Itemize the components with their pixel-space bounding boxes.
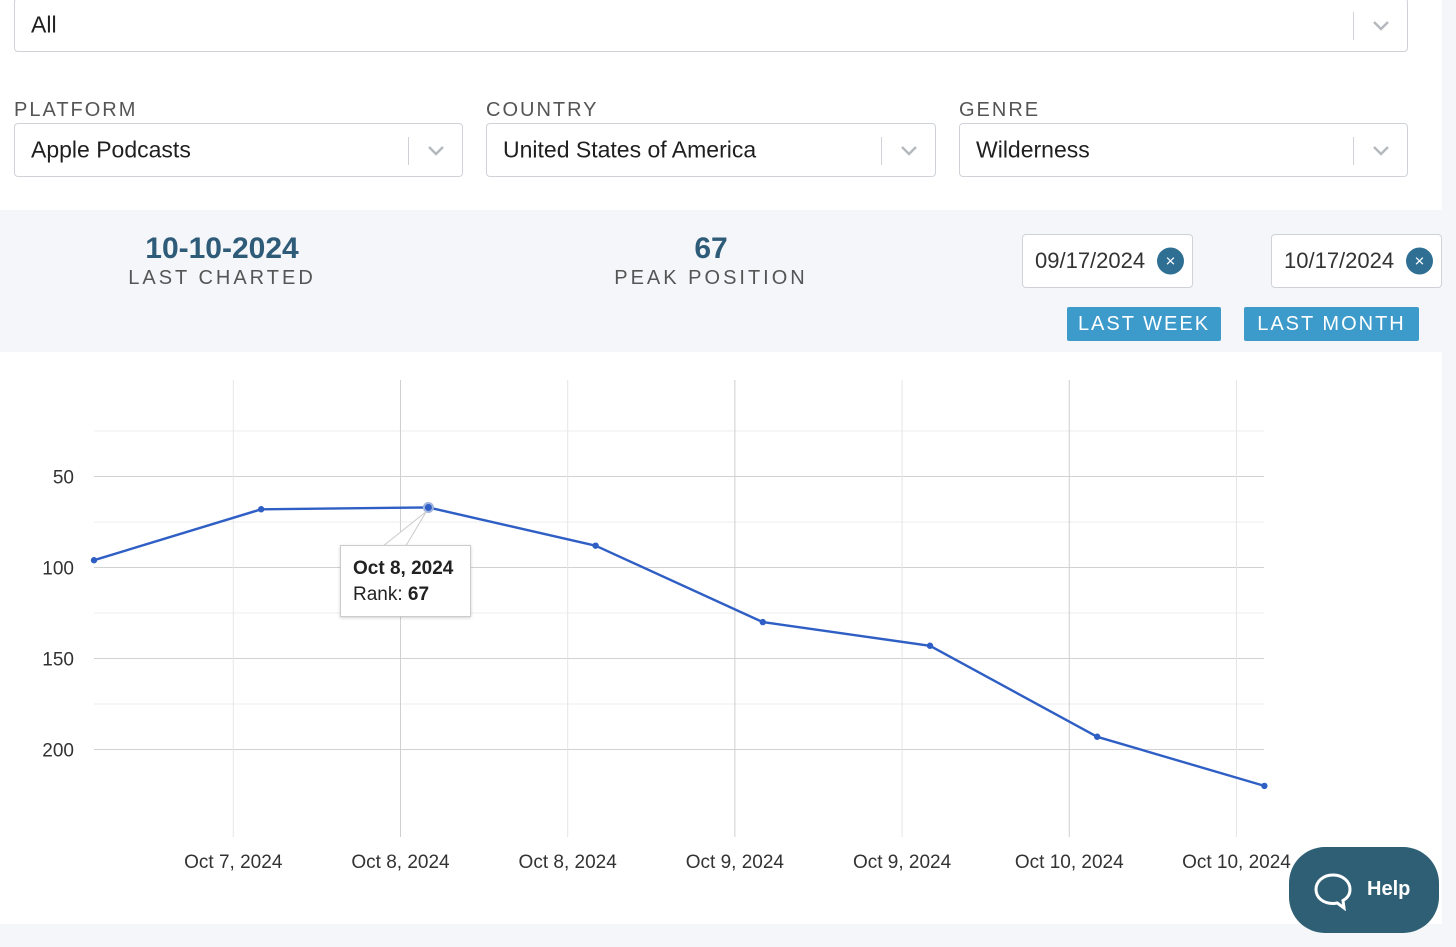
- last-week-button[interactable]: LAST WEEK: [1067, 307, 1221, 341]
- genre-value: Wilderness: [976, 136, 1090, 163]
- last-charted-label: LAST CHARTED: [128, 267, 316, 289]
- data-point: [90, 557, 98, 564]
- end-date-field[interactable]: 10/17/2024 ×: [1271, 234, 1442, 288]
- start-date-value: 09/17/2024: [1035, 248, 1146, 273]
- data-point: [592, 542, 599, 549]
- data-point: [1094, 733, 1101, 740]
- series-line: [93, 506, 1265, 788]
- y-tick-label: 50: [53, 468, 74, 489]
- chevron-down-icon[interactable]: [425, 139, 447, 161]
- x-tick-label: Oct 10, 2024: [1182, 852, 1291, 873]
- country-select[interactable]: United States of America: [486, 123, 936, 177]
- select-separator: [881, 137, 882, 165]
- platform-label: PLATFORM: [14, 99, 138, 121]
- end-date-value: 10/17/2024: [1284, 248, 1395, 273]
- x-tick-label: Oct 10, 2024: [1015, 852, 1124, 873]
- country-value: United States of America: [503, 136, 757, 163]
- clear-icon[interactable]: ×: [1406, 247, 1433, 275]
- x-tick-label: Oct 8, 2024: [519, 852, 618, 873]
- chevron-down-icon[interactable]: [1370, 14, 1392, 36]
- last-charted-value: 10-10-2024: [145, 232, 299, 265]
- top-select-value: All: [31, 11, 57, 38]
- top-select[interactable]: All: [14, 0, 1408, 52]
- chevron-down-icon[interactable]: [1370, 139, 1392, 161]
- chat-bubble-icon: [1314, 873, 1352, 911]
- clear-icon[interactable]: ×: [1157, 247, 1184, 275]
- chevron-down-icon[interactable]: [898, 139, 920, 161]
- tooltip-rank-label: Rank:: [353, 584, 403, 605]
- platform-select[interactable]: Apple Podcasts: [14, 123, 463, 177]
- tooltip-rank-value: 67: [407, 584, 430, 605]
- select-separator: [1353, 137, 1354, 165]
- peak-position-label: PEAK POSITION: [614, 267, 808, 289]
- rank-chart: 50 100 150 200 Oct 7, 2024 Oct 8, 2024 Oct 8, …: [0, 352, 1442, 924]
- x-tick-label: Oct 9, 2024: [686, 852, 785, 873]
- filters-panel: All PLATFORM Apple Podcasts COUNTRY Unit…: [0, 0, 1442, 210]
- start-date-field[interactable]: 09/17/2024 ×: [1022, 234, 1193, 288]
- x-tick-label: Oct 9, 2024: [853, 852, 952, 873]
- help-button[interactable]: Help: [1289, 847, 1439, 933]
- help-label: Help: [1367, 878, 1411, 900]
- data-point: [926, 642, 934, 649]
- x-tick-label: Oct 7, 2024: [184, 852, 283, 873]
- data-point: [759, 618, 766, 626]
- tooltip-date: Oct 8, 2024: [353, 558, 454, 579]
- stats-panel: 10-10-2024 LAST CHARTED 67 PEAK POSITION…: [0, 210, 1442, 352]
- data-point: [1261, 782, 1268, 790]
- chart-tooltip: Oct 8, 2024 Rank: 67: [340, 545, 471, 617]
- genre-label: GENRE: [959, 99, 1041, 121]
- genre-select[interactable]: Wilderness: [959, 123, 1408, 177]
- y-tick-label: 150: [42, 650, 74, 671]
- highlighted-data-point: [422, 501, 434, 513]
- select-separator: [408, 137, 409, 165]
- country-label: COUNTRY: [486, 99, 599, 121]
- data-point: [258, 506, 265, 513]
- last-month-button[interactable]: LAST MONTH: [1244, 307, 1419, 341]
- select-separator: [1353, 12, 1354, 40]
- tooltip-rank: Rank: 67: [353, 582, 470, 608]
- tooltip-pointer: [384, 511, 427, 546]
- y-tick-label: 200: [42, 741, 74, 762]
- platform-value: Apple Podcasts: [31, 136, 191, 163]
- peak-position-value: 67: [694, 232, 728, 265]
- x-tick-label: Oct 8, 2024: [351, 852, 450, 873]
- y-tick-label: 100: [42, 559, 74, 580]
